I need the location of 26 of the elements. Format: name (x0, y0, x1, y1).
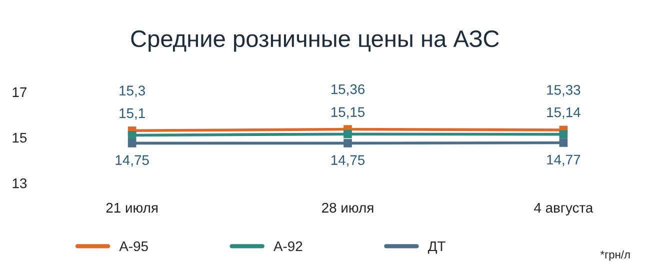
data-label: 15,3 (120, 86, 145, 98)
legend-label: А-95 (119, 241, 148, 252)
y-tick-label: 17 (12, 87, 26, 97)
data-label: 15,36 (331, 84, 365, 96)
data-label: 15,14 (547, 108, 580, 119)
point (344, 130, 352, 138)
data-label: 15,1 (120, 108, 145, 120)
point (559, 130, 568, 138)
legend-label: А-92 (274, 241, 302, 252)
data-label: 14,75 (116, 155, 149, 167)
y-tick-label: 15 (12, 132, 27, 143)
data-label: 15,33 (547, 84, 580, 96)
x-tick-label: 21 июля (106, 202, 158, 213)
y-tick-label: 13 (12, 178, 27, 188)
point (344, 139, 352, 148)
data-label: 14,75 (331, 155, 365, 167)
data-label: 15,15 (331, 107, 365, 119)
point (128, 131, 136, 140)
legend-label: ДТ (428, 241, 446, 254)
data-label: 14,77 (547, 154, 580, 166)
x-tick-label: 28 июля (322, 202, 374, 213)
text: *грн/л (600, 250, 630, 261)
point (128, 139, 136, 148)
x-tick-label: 4 августа (534, 203, 594, 216)
point (559, 138, 568, 147)
chart-title: Средние розничные цены на АЗС (131, 30, 499, 52)
